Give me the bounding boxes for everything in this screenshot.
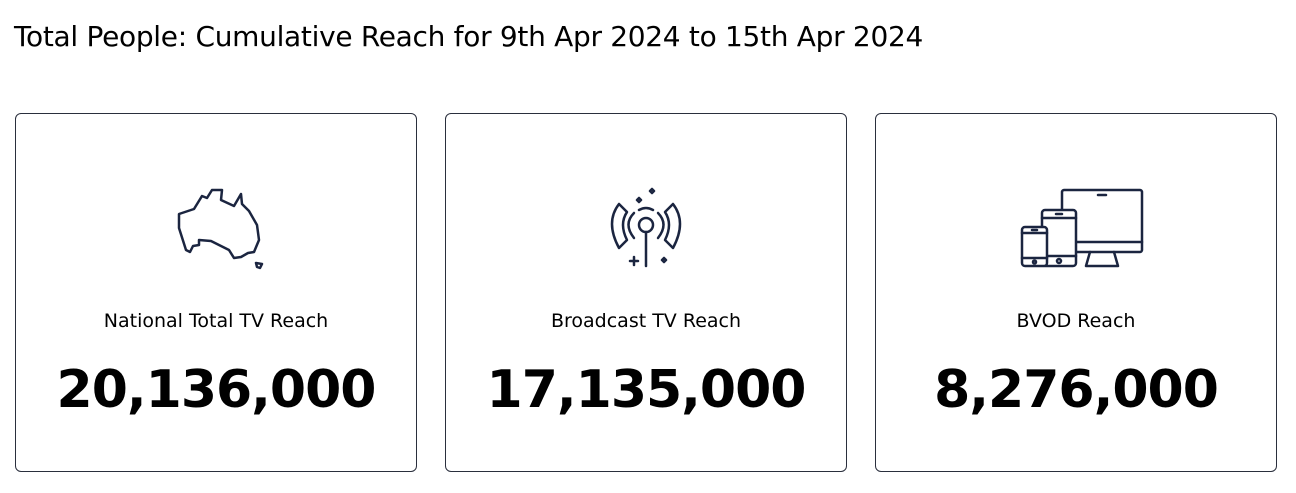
- australia-map-icon: [177, 188, 264, 270]
- broadcast-antenna-icon: [610, 187, 682, 268]
- card-value: 17,135,000: [486, 360, 807, 420]
- broadcast-tv-reach-card: Broadcast TV Reach 17,135,000: [445, 113, 847, 472]
- page-title: Total People: Cumulative Reach for 9th A…: [14, 20, 923, 53]
- card-value: 20,136,000: [56, 360, 377, 420]
- devices-icon: [1020, 188, 1144, 268]
- card-value: 8,276,000: [934, 360, 1219, 420]
- national-total-tv-reach-card: National Total TV Reach 20,136,000: [15, 113, 417, 472]
- card-label: National Total TV Reach: [103, 310, 329, 332]
- card-label: BVOD Reach: [1016, 310, 1136, 332]
- bvod-reach-card: BVOD Reach 8,276,000: [875, 113, 1277, 472]
- card-label: Broadcast TV Reach: [550, 310, 742, 332]
